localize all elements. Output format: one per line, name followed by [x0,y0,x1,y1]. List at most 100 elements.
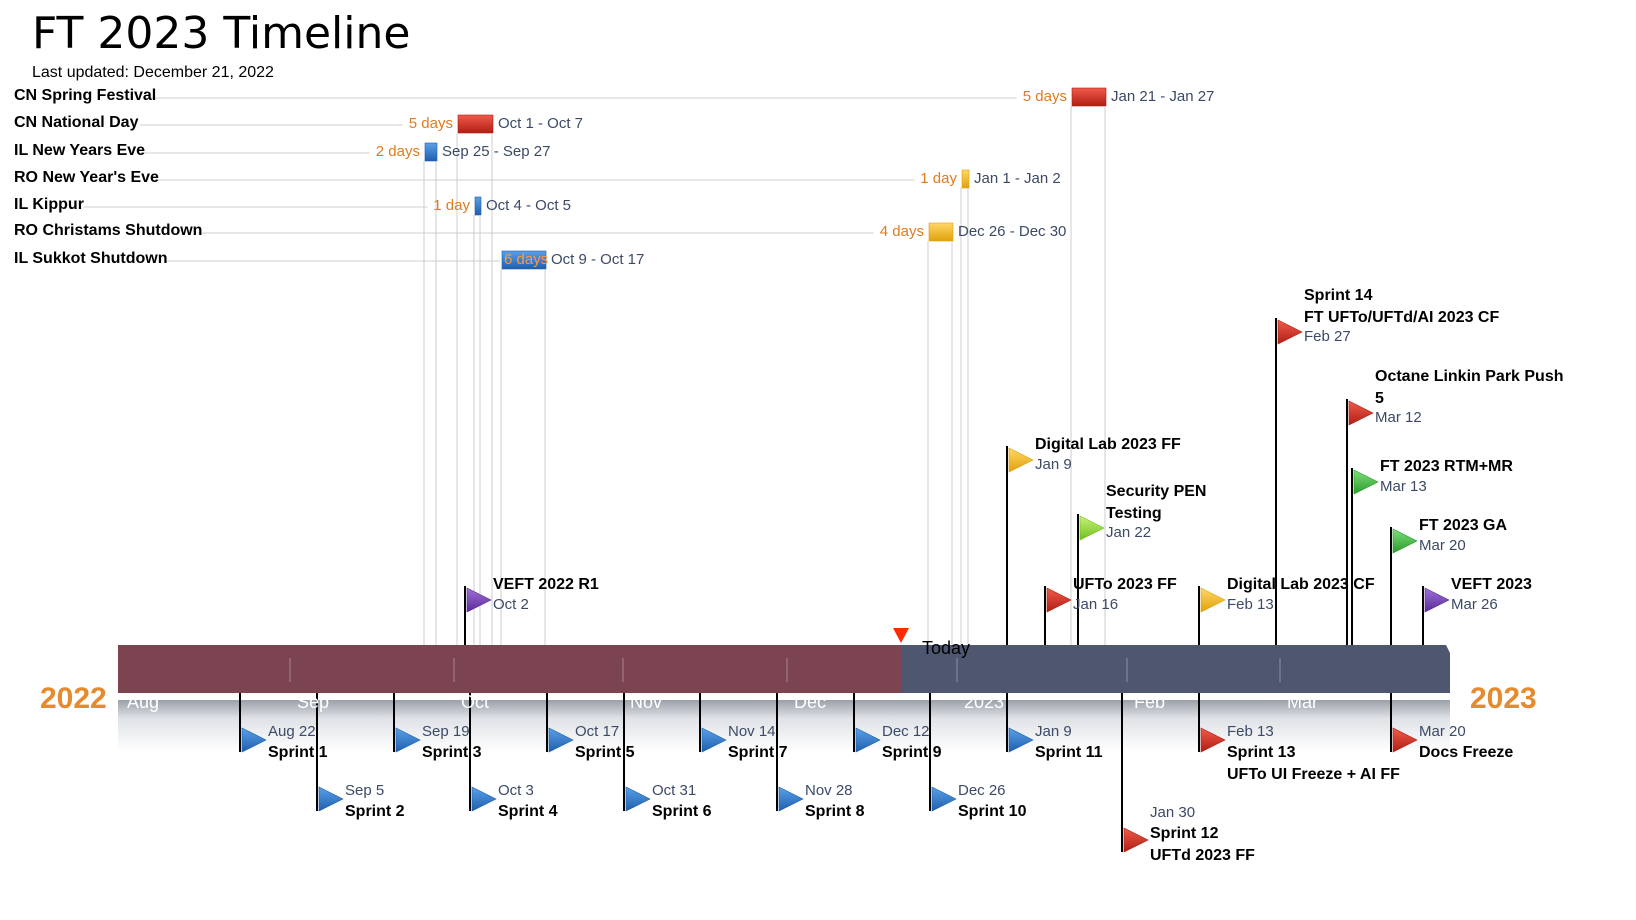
milestone-flag-icon [1392,528,1418,554]
milestone-flag-icon [1123,827,1149,853]
timeline-shadow [118,700,1450,752]
milestone-flag-icon [855,727,881,753]
task-date-range: Oct 9 - Oct 17 [551,251,645,268]
task-duration: 5 days [1022,88,1067,105]
month-label-mar: Mar [1287,692,1318,712]
milestone-date: Nov 28 [805,782,853,799]
task-label: CN National Day [14,114,139,131]
milestone-flag-icon [1277,319,1303,345]
task-bar [457,114,494,134]
milestone-date: Jan 22 [1106,524,1152,541]
milestone-name-line: Octane Linkin Park Push [1375,368,1564,385]
month-label-aug: Aug [127,692,160,712]
today-label: Today [922,638,971,658]
milestone-name-line: Testing [1106,505,1162,522]
task-duration: 1 day [433,197,470,214]
milestone-flag-icon [241,727,267,753]
milestone-name: Security PEN Testing [1106,481,1206,525]
timeline-bar-past [118,645,901,693]
milestone-name: Sprint 6 [652,803,712,820]
milestone-flag-icon [1348,400,1374,426]
task-duration: 2 days [375,143,420,160]
task-date-range: Jan 1 - Jan 2 [974,170,1061,187]
milestone-date: Jan 9 [1035,723,1072,740]
task-label: RO Christams Shutdown [14,222,203,239]
timeline-bar-future [901,645,1450,693]
year-end-label: 2023 [1470,682,1537,715]
milestone-date: Sep 5 [345,782,385,799]
milestone-name: Sprint 2 [345,803,405,820]
task-label: IL Sukkot Shutdown [14,250,168,267]
milestone-flag-icon [778,786,804,812]
task-date-range: Dec 26 - Dec 30 [958,223,1067,240]
task-bar [1071,87,1107,107]
month-label-sep: Sep [297,692,330,712]
milestone-name: Sprint 12 UFTd 2023 FF [1150,823,1255,867]
month-label-dec: Dec [794,692,827,712]
task-bar [961,169,970,189]
last-updated-label: Last updated: December 21, 2022 [32,64,274,81]
milestone-name: Sprint 1 [268,744,328,761]
task-label: IL New Years Eve [14,142,146,159]
task-bar [424,142,438,162]
task-bar [474,196,482,216]
month-label-feb: Feb [1134,692,1166,712]
milestone-date: Jan 16 [1073,596,1119,613]
milestone-name: FT 2023 GA [1419,517,1508,534]
milestone-name-line: UFTo UI Freeze + AI FF [1227,766,1400,783]
milestone-name: VEFT 2023 [1451,576,1532,593]
milestone-flag-icon [1079,515,1105,541]
milestone-date: Mar 20 [1419,537,1466,554]
milestone-date: Feb 13 [1227,596,1274,613]
task-duration: 6 days [504,251,549,268]
today-marker-icon [893,628,909,643]
milestone-name: Sprint 13 UFTo UI Freeze + AI FF [1227,742,1400,786]
task-label: CN Spring Festival [14,87,157,104]
milestone-flag-icon [1392,727,1418,753]
milestone-name: Sprint 14 FT UFTo/UFTd/AI 2023 CF [1304,285,1499,329]
milestone-flag-icon [701,727,727,753]
milestone-date: Feb 27 [1304,328,1351,345]
milestone-name-line: Sprint 14 [1304,287,1373,304]
milestone-name-line: 5 [1375,390,1384,407]
milestone-name: Digital Lab 2023 FF [1035,436,1181,453]
milestone-date: Jan 30 [1150,804,1196,821]
milestone-flag-icon [1008,727,1034,753]
milestone-flag-icon [471,786,497,812]
milestone-name: Digital Lab 2023 CF [1227,576,1375,593]
milestone-name: FT 2023 RTM+MR [1380,458,1513,475]
milestone-name: Sprint 7 [728,744,788,761]
milestone-date: Oct 2 [493,596,529,613]
milestone-date: Oct 3 [498,782,534,799]
milestone-flag-icon [931,786,957,812]
milestone-flag-icon [1008,447,1034,473]
task-bar [501,250,547,270]
milestone-name: Sprint 9 [882,744,942,761]
milestone-date: Oct 31 [652,782,697,799]
milestone-date: Mar 26 [1451,596,1498,613]
milestone-flag-icon [1200,727,1226,753]
task-date-range: Sep 25 - Sep 27 [442,143,551,160]
milestone-date: Oct 17 [575,723,620,740]
milestone-name: Sprint 3 [422,744,482,761]
milestone-flag-icon [625,786,651,812]
milestone-flag-icon [395,727,421,753]
milestone-flag-icon [1353,469,1379,495]
milestone-name-line: Sprint 12 [1150,825,1219,842]
task-date-range: Jan 21 - Jan 27 [1111,88,1215,105]
milestone-date: Sep 19 [422,723,470,740]
task-duration: 5 days [408,115,453,132]
milestone-date: Dec 26 [958,782,1006,799]
month-label-nov: Nov [630,692,663,712]
milestone-name: Docs Freeze [1419,744,1514,761]
milestone-date: Feb 13 [1227,723,1274,740]
milestone-flag-icon [1200,587,1226,613]
milestone-name-line: Sprint 13 [1227,744,1296,761]
year-start-label: 2022 [40,682,107,715]
task-duration: 4 days [879,223,924,240]
milestone-name-line: FT UFTo/UFTd/AI 2023 CF [1304,309,1500,326]
month-label-oct: Oct [461,692,490,712]
milestone-date: Mar 12 [1375,409,1422,426]
task-date-range: Oct 1 - Oct 7 [498,115,584,132]
